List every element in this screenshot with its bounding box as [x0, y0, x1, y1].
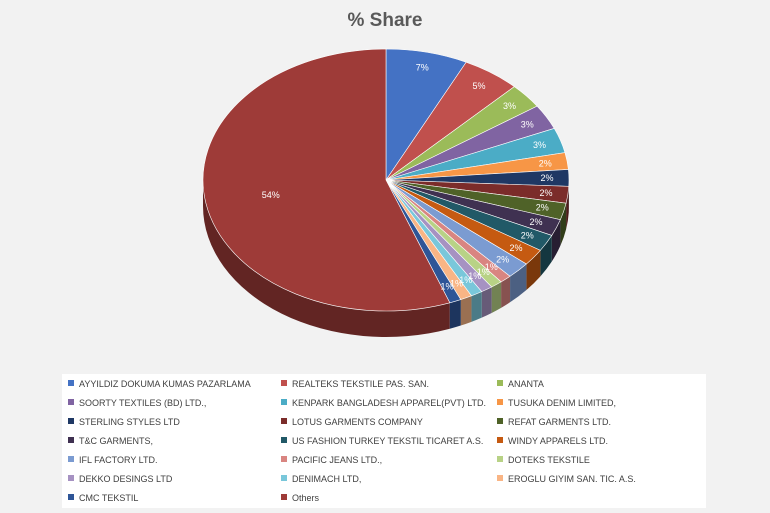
legend-label: DOTEKS TEKSTILE	[508, 455, 590, 465]
pie-side-8	[560, 203, 567, 246]
data-label-5: 2%	[539, 158, 552, 168]
pie-side-10	[540, 235, 552, 277]
legend-label: WINDY APPARELS LTD.	[508, 436, 609, 446]
data-label-14: 1%	[477, 267, 490, 277]
legend-swatch	[68, 475, 74, 481]
data-label-19: 54%	[262, 190, 280, 200]
legend-swatch	[281, 399, 287, 405]
data-label-17: 1%	[450, 279, 463, 289]
legend-swatch	[68, 437, 74, 443]
legend-label: ANANTA	[508, 379, 544, 389]
legend-swatch	[497, 475, 503, 481]
legend-item-2: ANANTA	[497, 377, 544, 391]
pie-side-16	[471, 291, 482, 322]
legend-item-12: IFL FACTORY LTD.	[68, 453, 158, 467]
legend-item-11: WINDY APPARELS LTD.	[497, 434, 608, 448]
legend-label: REFAT GARMENTS LTD.	[508, 417, 612, 427]
legend-label: Others	[292, 493, 320, 503]
legend-label: T&C GARMENTS,	[79, 436, 154, 446]
legend-item-19: Others	[281, 491, 319, 505]
legend: AYYILDIZ DOKUMA KUMAS PAZARLAMA REALTEKS …	[62, 374, 706, 508]
data-label-12: 2%	[496, 255, 509, 265]
legend-swatch	[497, 456, 503, 462]
legend-label: REALTEKS TEKSTILE PAS. SAN.	[292, 379, 430, 389]
pie-side-14	[491, 281, 502, 313]
legend-swatch	[68, 494, 74, 500]
legend-swatch	[68, 456, 74, 462]
legend-label: IFL FACTORY LTD.	[79, 455, 158, 465]
legend-label: EROGLU GIYIM SAN. TIC. A.S.	[508, 474, 636, 484]
data-label-7: 2%	[539, 188, 552, 198]
legend-swatch	[68, 418, 74, 424]
data-label-6: 2%	[540, 173, 553, 183]
legend-label: KENPARK BANGLADESH APPAREL(PVT) LTD.	[292, 398, 487, 408]
legend-label: LOTUS GARMENTS COMPANY	[292, 417, 423, 427]
legend-item-18: CMC TEKSTIL	[68, 491, 138, 505]
data-label-3: 3%	[521, 120, 534, 130]
data-label-16: 1%	[459, 275, 472, 285]
data-label-11: 2%	[509, 243, 522, 253]
pie-side-9	[551, 219, 561, 262]
legend-label: STERLING STYLES LTD	[79, 417, 180, 427]
legend-item-15: DEKKO DESINGS LTD	[68, 472, 172, 486]
legend-label: PACIFIC JEANS LTD.,	[292, 455, 383, 465]
legend-swatch	[497, 399, 503, 405]
legend-item-1: REALTEKS TEKSTILE PAS. SAN.	[281, 377, 429, 391]
legend-item-4: KENPARK BANGLADESH APPAREL(PVT) LTD.	[281, 396, 486, 410]
legend-item-8: REFAT GARMENTS LTD.	[497, 415, 611, 429]
legend-swatch	[68, 399, 74, 405]
legend-item-5: TUSUKA DENIM LIMITED,	[497, 396, 616, 410]
legend-swatch	[281, 437, 287, 443]
pie-side-17	[460, 295, 472, 326]
data-label-4: 3%	[533, 140, 546, 150]
legend-item-17: EROGLU GIYIM SAN. TIC. A.S.	[497, 472, 636, 486]
legend-label: DENIMACH LTD,	[292, 474, 362, 484]
legend-item-14: DOTEKS TEKSTILE	[497, 453, 590, 467]
legend-swatch	[68, 380, 74, 386]
data-label-13: 1%	[485, 262, 498, 272]
data-label-9: 2%	[529, 217, 542, 227]
data-label-2: 3%	[503, 101, 516, 111]
pie-side-11	[526, 250, 541, 291]
legend-item-7: LOTUS GARMENTS COMPANY	[281, 415, 423, 429]
legend-item-3: SOORTY TEXTILES (BD) LTD.,	[68, 396, 206, 410]
legend-item-10: US FASHION TURKEY TEKSTIL TICARET A.S.	[281, 434, 483, 448]
legend-swatch	[497, 380, 503, 386]
legend-label: SOORTY TEXTILES (BD) LTD.,	[79, 398, 207, 408]
pie-side-7	[566, 186, 569, 230]
pie-slice-19[interactable]	[202, 48, 451, 312]
legend-item-0: AYYILDIZ DOKUMA KUMAS PAZARLAMA	[68, 377, 251, 391]
data-label-18: 1%	[440, 282, 453, 292]
data-label-10: 2%	[521, 231, 534, 241]
legend-swatch	[281, 475, 287, 481]
pie-side-15	[481, 286, 492, 318]
legend-label: TUSUKA DENIM LIMITED,	[508, 398, 617, 408]
legend-item-6: STERLING STYLES LTD	[68, 415, 180, 429]
legend-item-16: DENIMACH LTD,	[281, 472, 361, 486]
legend-item-9: T&C GARMENTS,	[68, 434, 153, 448]
legend-swatch	[497, 418, 503, 424]
data-label-0: 7%	[416, 63, 429, 73]
chart-title: % Share	[347, 10, 423, 31]
data-label-1: 5%	[472, 81, 485, 91]
legend-swatch	[281, 418, 287, 424]
pie-chart: 7%5%3%3%3%2%2%2%2%2%2%2%2%1%1%1%1%1%1%54…	[202, 48, 570, 337]
legend-item-13: PACIFIC JEANS LTD.,	[281, 453, 382, 467]
legend-label: US FASHION TURKEY TEKSTIL TICARET A.S.	[292, 436, 484, 446]
legend-swatch	[497, 437, 503, 443]
legend-label: DEKKO DESINGS LTD	[79, 474, 173, 484]
pie-side-19	[203, 180, 450, 337]
legend-label: CMC TEKSTIL	[79, 493, 139, 503]
pie-side-13	[501, 276, 511, 308]
legend-swatch	[281, 494, 287, 500]
legend-swatch	[281, 456, 287, 462]
legend-label: AYYILDIZ DOKUMA KUMAS PAZARLAMA	[79, 379, 251, 389]
pie-side-18	[449, 299, 461, 329]
legend-swatch	[281, 380, 287, 386]
data-label-15: 1%	[468, 271, 481, 281]
data-label-8: 2%	[536, 203, 549, 213]
